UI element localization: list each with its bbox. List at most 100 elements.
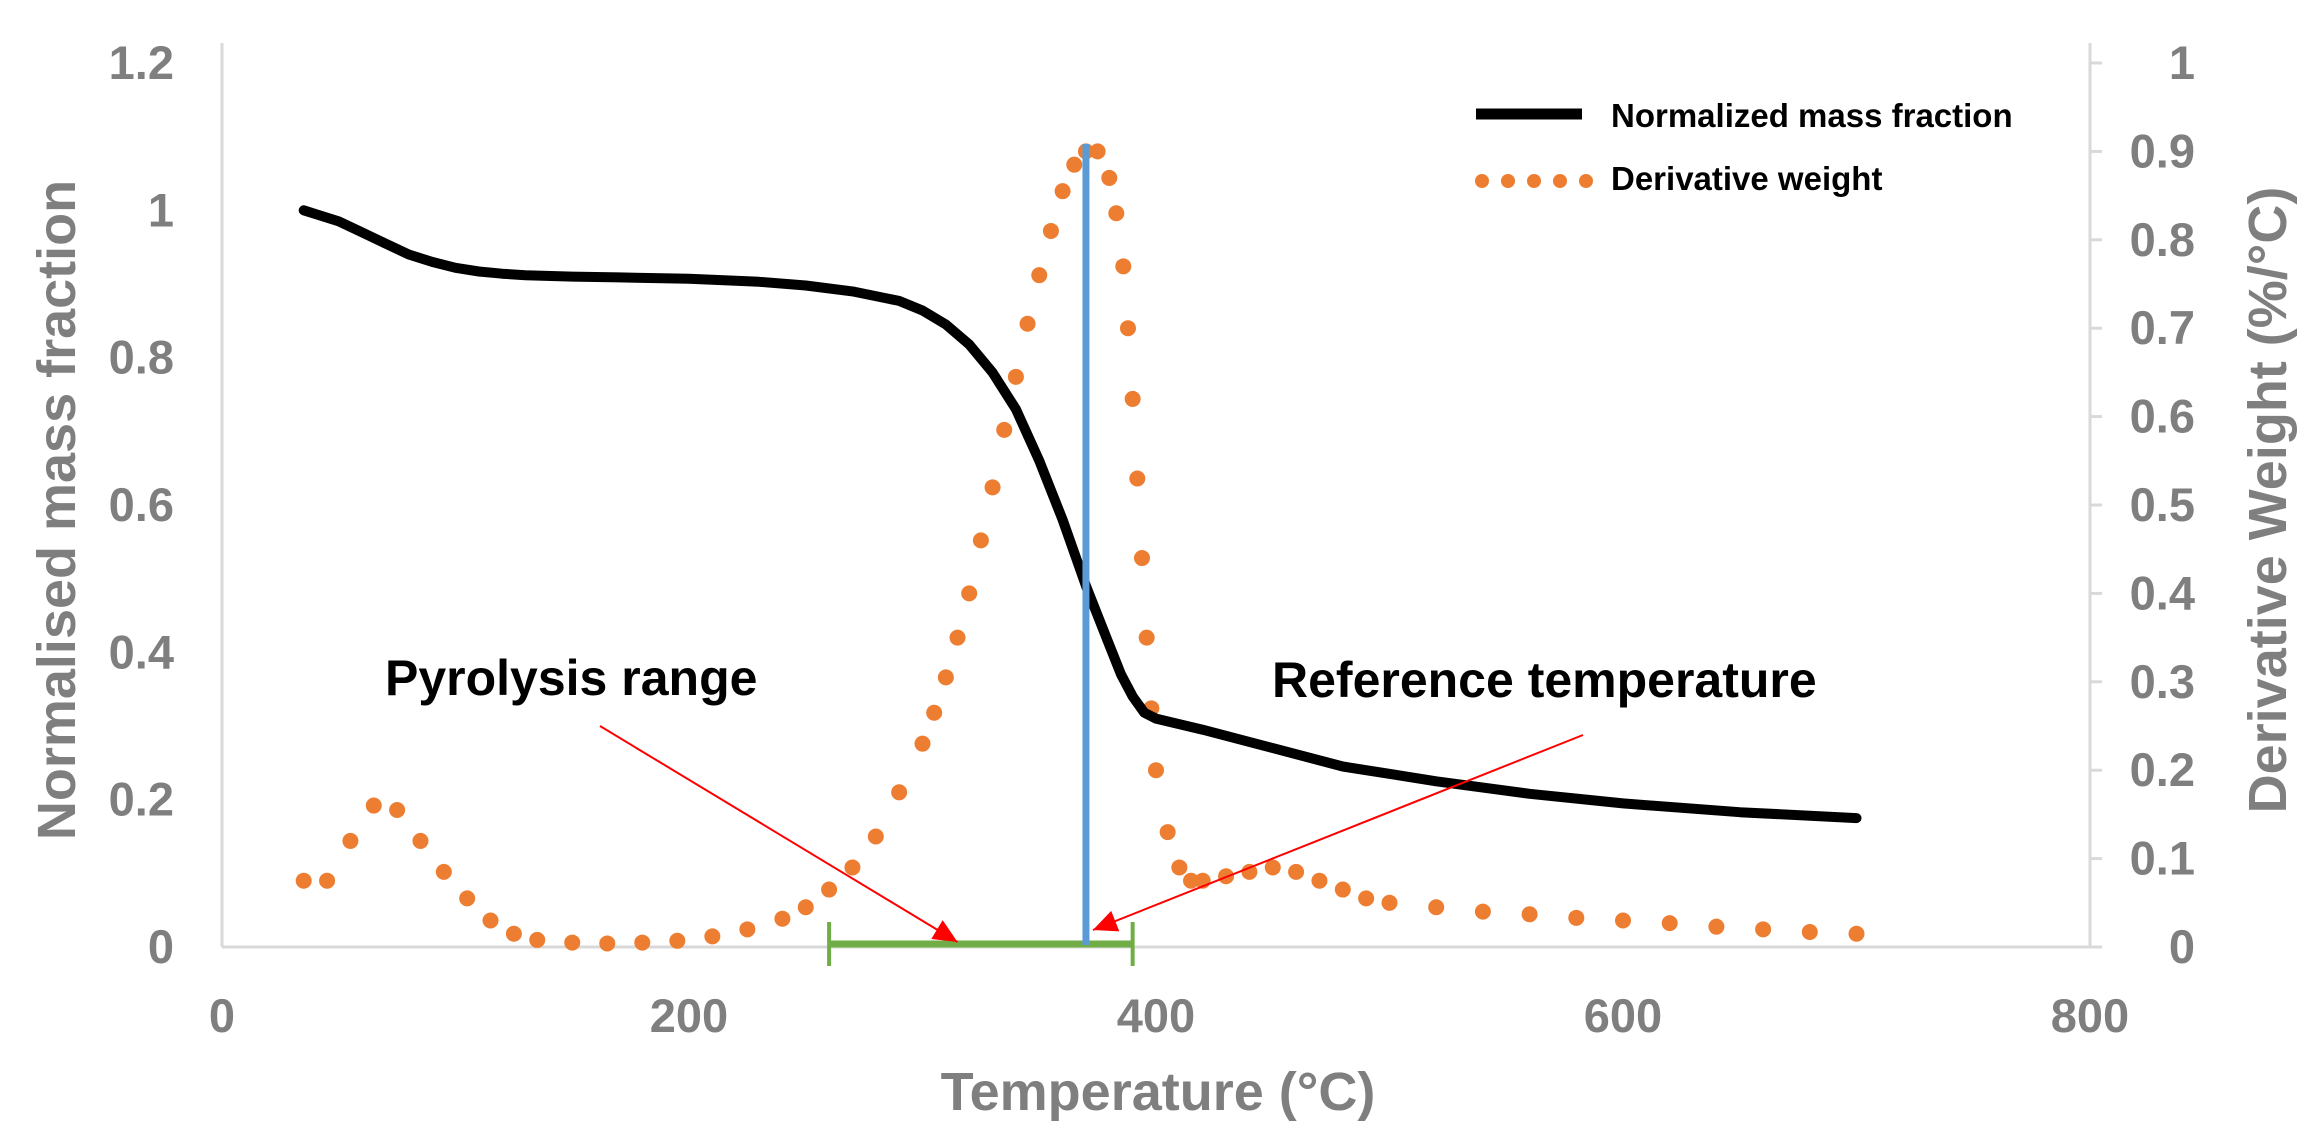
derivative-point (1358, 890, 1375, 907)
y-tick-label: 0.8 (109, 331, 174, 384)
derivative-point (1171, 859, 1188, 876)
reference-arrow-head (1092, 910, 1120, 932)
y2-tick-label: 0 (2169, 920, 2195, 973)
legend-derivative-dot (1527, 174, 1541, 188)
derivative-point (482, 912, 499, 929)
derivative-point (914, 735, 931, 752)
y2-tick-label: 0.2 (2130, 743, 2195, 796)
derivative-point (1138, 629, 1155, 646)
derivative-point (1042, 222, 1059, 239)
derivative-point (1241, 863, 1258, 880)
derivative-point (1019, 315, 1036, 332)
derivative-point (599, 935, 616, 952)
derivative-point (505, 925, 522, 942)
derivative-point (1615, 912, 1631, 929)
derivative-point (926, 704, 943, 721)
series-layer (295, 143, 1865, 952)
derivative-point (704, 928, 721, 945)
derivative-point (1183, 872, 1200, 889)
derivative-point (867, 828, 884, 845)
derivative-point (1428, 899, 1445, 916)
derivative-point (529, 931, 546, 948)
derivative-point (669, 932, 686, 949)
derivative-point (1031, 267, 1048, 284)
derivative-point (844, 859, 861, 876)
axes-layer: 0 0.2 0.4 0.6 0.8 1 1.2 0 0.1 0.2 0.3 0.4 0.5 0.6 0.7 0… (109, 36, 2195, 1042)
y-axis-title: Normalised mass fraction (27, 180, 87, 840)
x-axis-title: Temperature (°C) (941, 1062, 1376, 1122)
derivative-point (797, 899, 814, 916)
x-tick-label: 800 (2051, 989, 2129, 1042)
y2-tick-label: 0.6 (2130, 390, 2195, 443)
derivative-point (1568, 909, 1585, 926)
y2-tick-label: 0.5 (2130, 478, 2195, 531)
derivative-point (1129, 470, 1146, 487)
reference-arrow-shaft (1092, 734, 1584, 931)
pyrolysis-arrow-shaft (599, 725, 959, 943)
y-tick-label: 1.2 (109, 36, 174, 89)
derivative-point (1124, 390, 1141, 407)
derivative-point (739, 921, 756, 938)
derivative-point (459, 890, 476, 907)
derivative-point (1148, 762, 1164, 779)
derivative-point (389, 801, 406, 818)
y2-tick-label: 1 (2169, 36, 2195, 89)
y2-tick-label: 0.4 (2130, 566, 2195, 619)
derivative-point (1755, 921, 1772, 938)
derivative-point (412, 832, 429, 849)
derivative-point (996, 421, 1013, 438)
legend-derivative-swatch (1475, 174, 1593, 188)
derivative-point (1159, 824, 1176, 841)
derivative-point (972, 532, 989, 549)
x-tick-label: 600 (1584, 989, 1662, 1042)
x-tick-label: 0 (209, 989, 235, 1042)
derivative-point (937, 669, 954, 686)
legend-derivative-dot (1579, 174, 1593, 188)
y-tick-label: 0.2 (109, 773, 174, 826)
derivative-point (1115, 258, 1132, 275)
y-tick-label: 0.6 (109, 478, 174, 531)
derivative-point (1066, 156, 1083, 173)
derivative-point (774, 910, 791, 927)
derivative-point (1054, 183, 1071, 200)
y-tick-label: 1 (148, 183, 174, 236)
y2-tick-label: 0.9 (2130, 124, 2195, 177)
derivative-point (365, 797, 382, 814)
derivative-point (949, 629, 966, 646)
derivative-point (1381, 894, 1398, 911)
derivative-point (1089, 143, 1106, 160)
y-tick-label: 0.4 (109, 625, 174, 678)
legend-derivative-dot (1553, 174, 1567, 188)
derivative-point (1264, 859, 1281, 876)
annotation-pyrolysis-range: Pyrolysis range (385, 650, 757, 706)
derivative-point (1288, 863, 1305, 880)
legend-mass-label: Normalized mass fraction (1611, 97, 2013, 134)
x-tick-label: 400 (1117, 989, 1195, 1042)
legend-derivative-label: Derivative weight (1611, 160, 1882, 197)
mass-fraction-line (298, 205, 1862, 824)
derivative-point (961, 585, 978, 602)
y-tick-label: 0 (148, 920, 174, 973)
y2-tick-label: 0.8 (2130, 213, 2195, 266)
derivative-point (984, 479, 1001, 496)
y2-tick-label: 0.1 (2130, 832, 2195, 885)
derivative-point (1334, 881, 1351, 898)
y2-tick-label: 0.7 (2130, 301, 2195, 354)
derivative-point (1801, 923, 1818, 940)
derivative-point (1133, 550, 1150, 567)
derivative-point (1119, 320, 1136, 337)
derivative-point (891, 784, 908, 801)
derivative-point (1108, 205, 1125, 222)
annotation-reference-temperature: Reference temperature (1272, 652, 1817, 708)
derivative-point (564, 934, 581, 951)
y2-tick-label: 0.3 (2130, 655, 2195, 708)
derivative-point (634, 934, 651, 951)
derivative-point (1101, 169, 1118, 186)
derivative-point (435, 863, 452, 880)
derivative-point (1474, 903, 1491, 920)
y2-axis-title: Derivative Weight (%/°C) (2238, 187, 2298, 814)
derivative-point (1007, 368, 1024, 385)
legend-derivative-dot (1501, 174, 1515, 188)
